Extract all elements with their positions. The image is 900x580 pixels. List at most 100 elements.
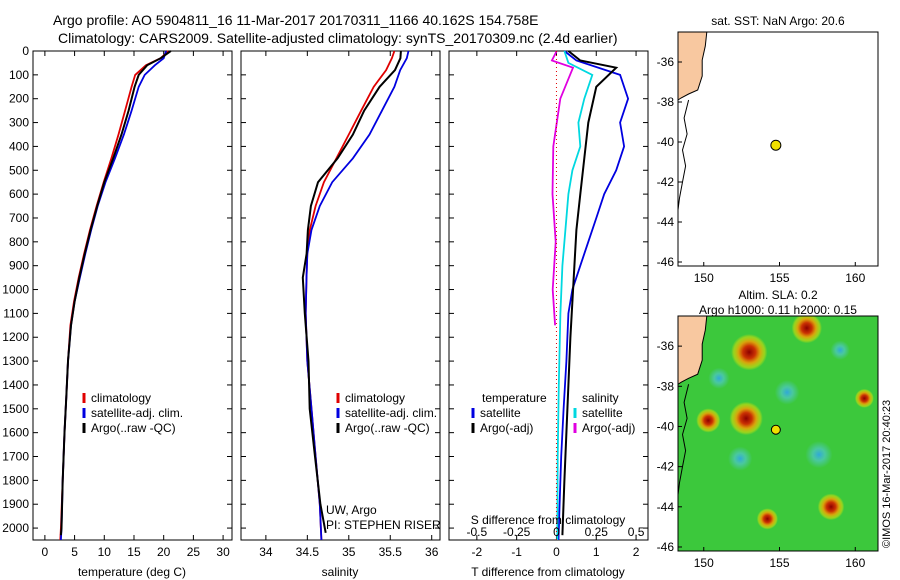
argo-float-marker: [770, 139, 782, 151]
x-tick-label: 20: [157, 545, 171, 559]
x-tick-label-secondary: 0: [553, 525, 560, 539]
x-tick-label: 35.5: [379, 545, 403, 559]
sla-field: [678, 316, 878, 551]
x-axis-label: temperature (deg C): [78, 565, 186, 579]
series-line-3: [550, 50, 575, 326]
coastline-contour: [677, 99, 690, 211]
plot-frame: [677, 315, 879, 552]
sla-anomaly-blob: [696, 408, 721, 433]
y-tick-label: 1300: [2, 354, 29, 368]
y-tick-label: -46: [657, 255, 675, 269]
plot-frame: [677, 31, 879, 267]
x-tick-label: 10: [98, 545, 112, 559]
map-title: sat. SST: NaN Argo: 20.6: [711, 14, 845, 28]
y-tick-label: 1100: [3, 306, 29, 320]
sla-anomaly-blob: [774, 380, 800, 405]
series-line-1: [561, 50, 619, 536]
legend-entry: satellite: [582, 406, 623, 420]
x-tick-label: 2: [633, 545, 640, 559]
series-line-2: [301, 50, 402, 533]
y-tick-label: 0: [22, 44, 29, 58]
sla-anomaly-blob: [728, 446, 753, 471]
y-tick-label: 900: [9, 259, 29, 273]
series-line-2: [59, 50, 172, 536]
x-tick-label: 25: [187, 545, 201, 559]
series-line-0: [304, 50, 396, 541]
x-tick-label-secondary: -0.25: [503, 525, 531, 539]
series-line-1: [304, 50, 410, 541]
legend-entry: Argo(-adj): [582, 421, 635, 435]
y-tick-label: 700: [9, 211, 29, 225]
annotation-text: PI: STEPHEN RISER: [326, 518, 441, 532]
y-tick-label: 600: [9, 187, 29, 201]
legend-entry: Argo(..raw -QC): [91, 421, 176, 435]
argo-float-marker: [770, 424, 781, 435]
x-tick-label: 150: [694, 271, 714, 285]
y-tick-label: 1900: [2, 497, 29, 511]
y-tick-label: -42: [657, 175, 675, 189]
y-tick-label: -36: [657, 339, 675, 353]
difference-panel: -2 -1 0 1 2 -0.5 -0.25 0 0.25 0.5S difference fro…: [448, 50, 649, 579]
x-tick-label: 34: [259, 545, 273, 559]
plot-frame: [240, 50, 441, 541]
y-tick-label: 800: [9, 235, 29, 249]
x-tick-label: 30: [216, 545, 230, 559]
y-tick-label: 200: [9, 92, 29, 106]
y-tick-label: 2000: [2, 521, 29, 535]
y-tick-label: -46: [657, 540, 675, 554]
x-tick-label: -1: [511, 545, 522, 559]
x-tick-label-secondary: 0.5: [628, 525, 645, 539]
temperature-panel: 0 5 10 15 20 25 300100200300400500600700800900…: [2, 44, 233, 579]
side-copyright-text: ©IMOS 16-Mar-2017 20:40:23: [881, 400, 893, 548]
legend-entry: satellite-adj. clim.: [345, 406, 437, 420]
header-line-2: Climatology: CARS2009. Satellite-adjuste…: [58, 30, 618, 46]
coastline-contour: [678, 384, 690, 495]
y-tick-label: 1200: [2, 330, 29, 344]
x-tick-label: 34.5: [296, 545, 320, 559]
y-tick-label: -38: [657, 379, 675, 393]
sla-anomaly-blob: [729, 401, 763, 436]
x-tick-label: 5: [71, 545, 78, 559]
y-tick-label: -44: [657, 215, 675, 229]
sla-anomaly-blob: [791, 316, 822, 344]
sla-anomaly-blob: [817, 493, 845, 521]
series-line-0: [557, 50, 630, 541]
plot-frame: [448, 50, 649, 541]
y-tick-label: 1500: [2, 402, 29, 416]
y-tick-label: 400: [9, 139, 29, 153]
sst-map-panel: sat. SST: NaN Argo: 20.6 150 155 160 -36 -38 -…: [657, 14, 879, 285]
x-tick-label: 35: [342, 545, 356, 559]
x-axis-label: T difference from climatology: [471, 565, 625, 579]
header-line-1: Argo profile: AO 5904811_16 11-Mar-2017 …: [53, 12, 538, 28]
legend-entry: climatology: [91, 391, 151, 405]
sla-anomaly-blob: [854, 388, 874, 408]
annotation-text: UW, Argo: [326, 503, 377, 517]
y-tick-label: -40: [657, 135, 675, 149]
x-tick-label: 160: [845, 271, 865, 285]
x-axis-label-secondary: S difference from climatology: [471, 513, 626, 527]
x-tick-label: 0: [553, 545, 560, 559]
y-tick-label: -42: [657, 460, 675, 474]
legend-entry: satellite: [480, 406, 521, 420]
y-tick-label: 1000: [2, 283, 29, 297]
legend-title: salinity: [582, 391, 619, 405]
x-tick-label: 160: [845, 556, 865, 570]
legend-entry: climatology: [345, 391, 405, 405]
x-tick-label: -2: [472, 545, 483, 559]
x-tick-label: 0: [42, 545, 49, 559]
y-tick-label: 100: [9, 68, 29, 82]
y-tick-label: -40: [657, 419, 675, 433]
x-tick-label: 1: [593, 545, 600, 559]
legend-title: temperature: [482, 391, 547, 405]
y-tick-label: 1800: [2, 473, 29, 487]
legend-entry: Argo(..raw -QC): [345, 421, 430, 435]
y-tick-label: 500: [9, 163, 29, 177]
x-tick-label: 155: [769, 271, 789, 285]
y-tick-label: 1400: [2, 378, 29, 392]
land-area: [678, 316, 708, 385]
plot-frame: [32, 50, 233, 541]
land-area: [677, 31, 708, 101]
x-axis-label: salinity: [322, 565, 359, 579]
